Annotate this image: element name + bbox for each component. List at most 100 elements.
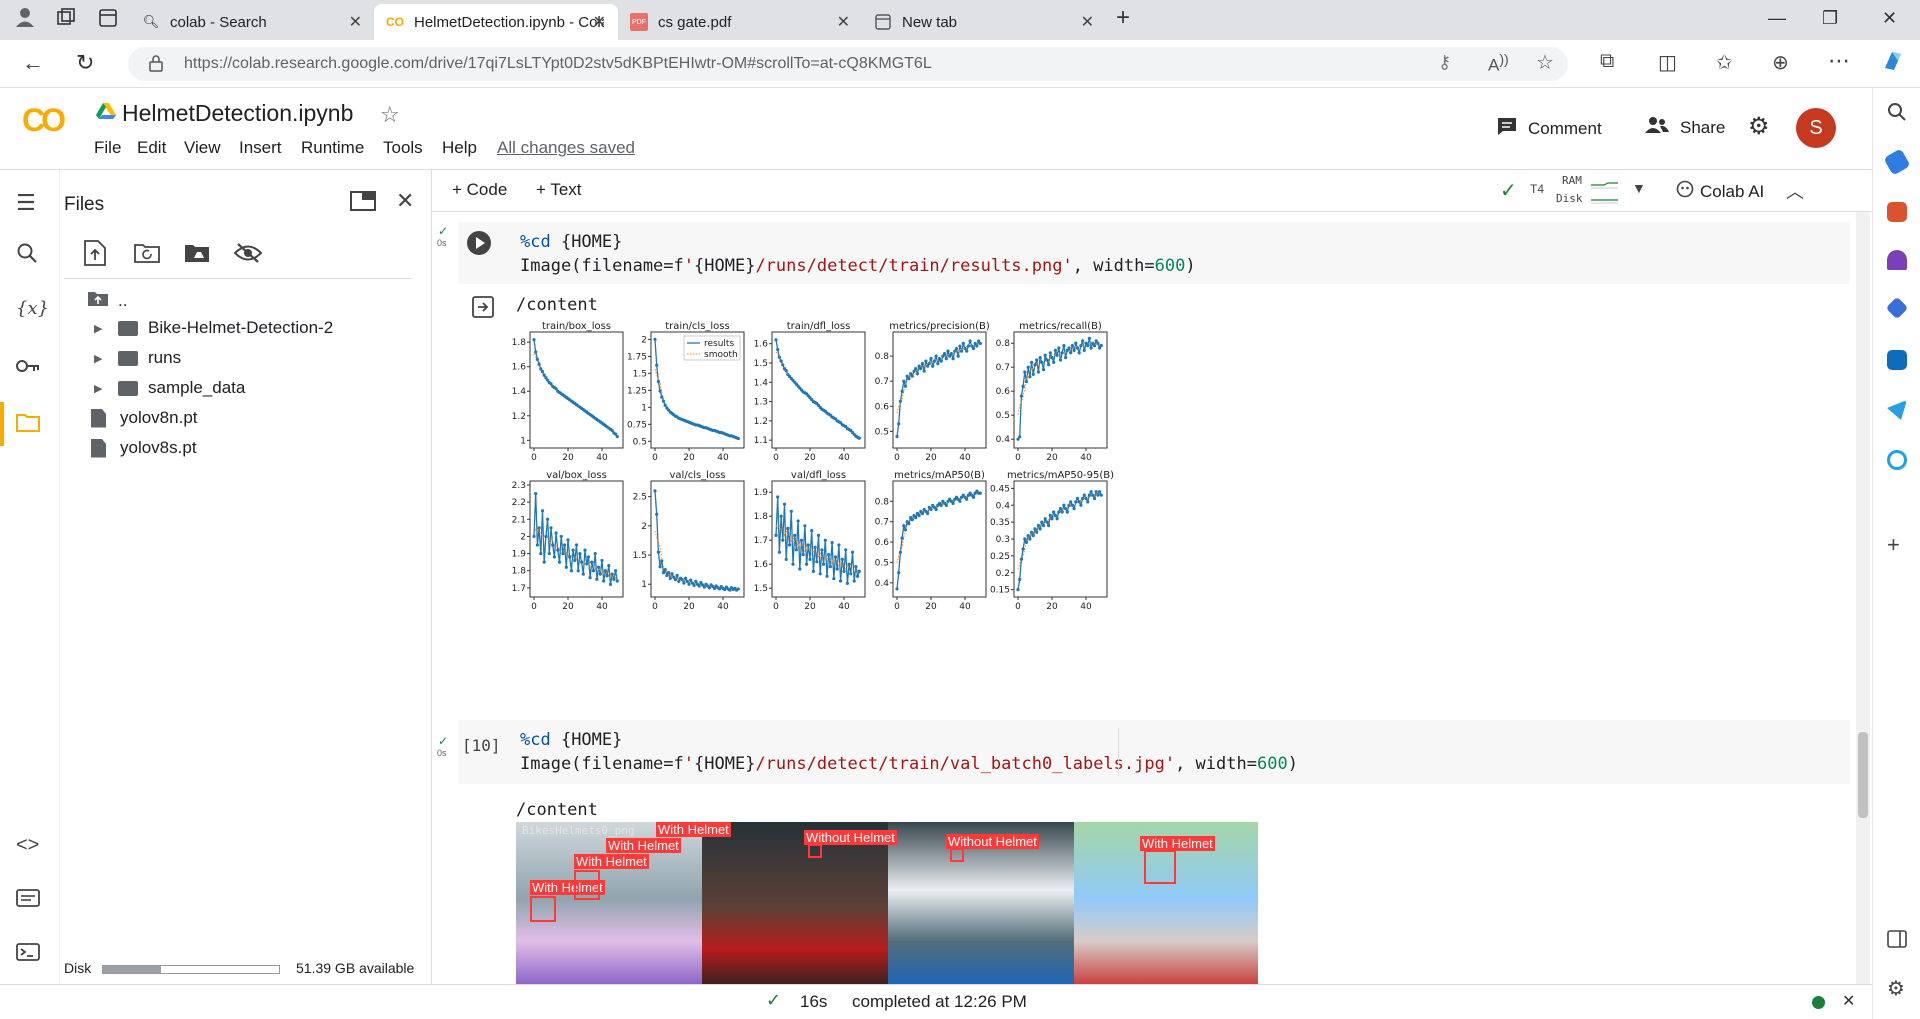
- key-icon[interactable]: ⚷: [1438, 52, 1452, 72]
- close-window-icon[interactable]: ✕: [1882, 8, 1898, 28]
- menu-help[interactable]: Help: [442, 138, 477, 157]
- refresh-folder-icon[interactable]: [134, 242, 162, 269]
- tree-file-yolov8n[interactable]: yolov8n.pt: [88, 408, 198, 428]
- legend-label-smooth: smooth: [704, 350, 738, 360]
- menu-file[interactable]: File: [94, 138, 122, 157]
- close-tab-icon[interactable]: ✕: [348, 14, 362, 31]
- avatar[interactable]: S: [1796, 108, 1836, 148]
- colab-logo[interactable]: CO: [22, 102, 66, 138]
- add-text-button[interactable]: + Text: [536, 180, 582, 199]
- data-point: [951, 501, 955, 505]
- more-menu-icon[interactable]: ⋯: [1828, 48, 1850, 73]
- split-screen-icon[interactable]: ◫: [1658, 52, 1677, 74]
- collapse-header-icon[interactable]: ︿: [1786, 182, 1804, 202]
- url-field[interactable]: https://colab.research.google.com/drive/…: [128, 47, 1568, 81]
- output-toggle-icon[interactable]: [472, 296, 496, 323]
- colab-ai-button[interactable]: Colab AI: [1676, 180, 1764, 203]
- resource-sparkline[interactable]: [1590, 176, 1620, 209]
- circle-app-icon[interactable]: [1887, 450, 1907, 470]
- legend-box: [683, 335, 741, 361]
- runtime-dropdown-icon[interactable]: ▼: [1632, 180, 1646, 196]
- code-cell-results[interactable]: %cd {HOME} Image(filename=f'{HOME}/runs/…: [458, 222, 1850, 284]
- sidebar-settings-icon[interactable]: ⚙: [1887, 978, 1905, 1000]
- add-code-button[interactable]: + Code: [452, 180, 508, 199]
- secrets-key-icon[interactable]: [16, 354, 40, 380]
- expand-caret-icon[interactable]: ▶: [94, 322, 103, 335]
- data-point: [914, 367, 918, 371]
- favorites-icon[interactable]: ✩: [1716, 52, 1733, 74]
- games-icon[interactable]: [1887, 250, 1907, 270]
- restore-icon[interactable]: ❐: [1822, 8, 1839, 28]
- menu-tools[interactable]: Tools: [383, 138, 423, 157]
- menu-view[interactable]: View: [184, 138, 221, 157]
- star-notebook-icon[interactable]: ☆: [380, 102, 400, 127]
- menu-runtime[interactable]: Runtime: [301, 138, 365, 157]
- comment-button[interactable]: Comment: [1496, 116, 1602, 141]
- hide-sidebar-icon[interactable]: [1887, 930, 1907, 953]
- expand-caret-icon[interactable]: ▶: [94, 352, 103, 365]
- tab-helmet-detection[interactable]: CO HelmetDetection.ipynb - Colabo ✕: [374, 4, 618, 40]
- save-status-link[interactable]: All changes saved: [497, 138, 635, 157]
- files-folder-icon[interactable]: [16, 412, 40, 438]
- tree-folder-runs[interactable]: ▶ runs: [94, 348, 182, 367]
- collections-icon[interactable]: ⊕: [1772, 52, 1789, 74]
- send-icon[interactable]: [1887, 400, 1907, 420]
- close-tab-icon[interactable]: ✕: [836, 14, 850, 31]
- code-cell-val-batch[interactable]: [10] %cd {HOME} Image(filename=f'{HOME}/…: [458, 720, 1850, 784]
- extensions-icon[interactable]: ⧉: [1600, 50, 1615, 72]
- terminal-icon[interactable]: [16, 942, 40, 968]
- search-icon[interactable]: [16, 242, 38, 270]
- upload-file-icon[interactable]: [84, 240, 106, 271]
- tree-folder-sample-data[interactable]: ▶ sample_data: [94, 378, 246, 397]
- scrollbar-thumb[interactable]: [1858, 732, 1868, 818]
- copilot-apps-icon[interactable]: [1885, 296, 1909, 320]
- data-point: [1031, 534, 1035, 538]
- share-button[interactable]: Share: [1644, 116, 1725, 139]
- menu-insert[interactable]: Insert: [239, 138, 282, 157]
- x-tick-label: 20: [562, 602, 574, 612]
- add-sidebar-app-icon[interactable]: +: [1887, 532, 1900, 557]
- tree-parent-directory[interactable]: ..: [88, 290, 127, 311]
- data-point: [1043, 517, 1047, 521]
- tree-file-yolov8s[interactable]: yolov8s.pt: [88, 438, 197, 458]
- notebook-scrollbar[interactable]: [1856, 212, 1870, 984]
- new-tab-button[interactable]: +: [1116, 4, 1131, 31]
- toolbox-icon[interactable]: [1887, 202, 1907, 222]
- table-of-contents-icon[interactable]: ☰: [16, 190, 36, 215]
- open-in-tab-icon[interactable]: [350, 190, 376, 217]
- menu-edit[interactable]: Edit: [137, 138, 167, 157]
- read-aloud-icon[interactable]: A)): [1488, 52, 1509, 75]
- refresh-icon[interactable]: ↻: [76, 50, 95, 75]
- tab-cs-gate-pdf[interactable]: PDF cs gate.pdf ✕: [630, 13, 850, 31]
- expand-caret-icon[interactable]: ▶: [94, 382, 103, 395]
- close-tab-icon[interactable]: ✕: [592, 14, 606, 31]
- variables-icon[interactable]: {x}: [16, 298, 50, 319]
- command-palette-icon[interactable]: [16, 888, 40, 914]
- outlook-icon[interactable]: [1887, 350, 1907, 370]
- tab-new-tab[interactable]: New tab ✕: [862, 4, 1106, 40]
- search-icon[interactable]: [1887, 102, 1907, 127]
- close-tab-icon[interactable]: ✕: [1080, 14, 1094, 31]
- tree-folder-bike-helmet-detection[interactable]: ▶ Bike-Helmet-Detection-2: [94, 318, 334, 337]
- back-icon[interactable]: ←: [22, 50, 44, 75]
- shopping-tag-icon[interactable]: [1883, 148, 1911, 176]
- tab-actions-icon[interactable]: [98, 8, 118, 33]
- y-tick-label: 1.5: [754, 359, 768, 369]
- code-snippets-icon[interactable]: <>: [16, 834, 40, 856]
- settings-gear-icon[interactable]: ⚙: [1748, 113, 1770, 140]
- copilot-icon[interactable]: [1880, 48, 1906, 80]
- tab-colab-search[interactable]: 🔍︎ colab - Search ✕: [142, 13, 362, 32]
- toggle-hidden-files-icon[interactable]: [233, 242, 263, 269]
- cell-exec-time: 0s: [437, 748, 447, 758]
- close-panel-icon[interactable]: ✕: [396, 188, 415, 213]
- runtime-type-label[interactable]: T4: [1530, 182, 1545, 196]
- run-cell-icon[interactable]: [466, 230, 492, 261]
- workspaces-icon[interactable]: [56, 8, 76, 33]
- notebook-title[interactable]: HelmetDetection.ipynb: [122, 100, 354, 126]
- profile-icon[interactable]: [14, 6, 36, 33]
- y-tick-label: 0.15: [990, 586, 1010, 596]
- favorite-star-icon[interactable]: ☆: [1536, 52, 1554, 74]
- mount-drive-icon[interactable]: [184, 242, 212, 269]
- minimize-icon[interactable]: —: [1768, 8, 1786, 28]
- close-status-icon[interactable]: ✕: [1842, 993, 1856, 1010]
